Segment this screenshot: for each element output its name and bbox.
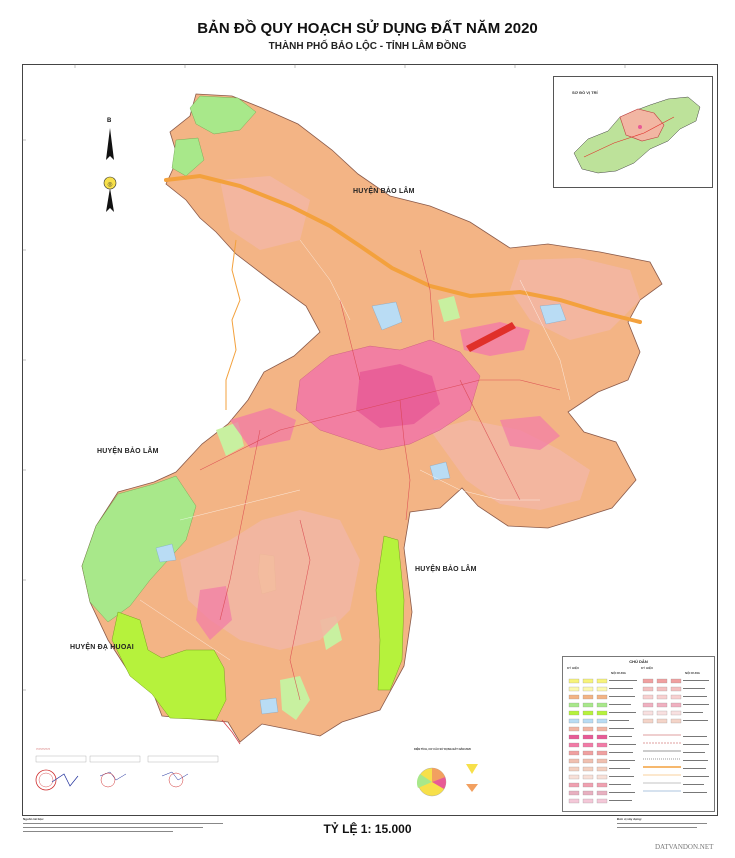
- region-label-southwest: HUYỆN ĐẠ HUOAI: [70, 644, 134, 651]
- map-scale: TỶ LỆ 1: 15.000: [323, 822, 412, 836]
- map-subtitle: THÀNH PHỐ BẢO LỘC - TỈNH LÂM ĐỒNG: [268, 41, 467, 52]
- map-title: BẢN ĐỒ QUY HOẠCH SỬ DỤNG ĐẤT NĂM 2020: [197, 20, 538, 37]
- stamp-area: ▭▭▭▭▭: [35, 747, 219, 791]
- legend-swatches: [568, 678, 709, 804]
- source-notes: Nguồn tài liệu:: [23, 817, 263, 836]
- pie-title: DIỆN TÍCH, CƠ CẤU SỬ DỤNG ĐẤT NĂM 2020: [414, 748, 471, 751]
- svg-text:▭▭▭▭▭: ▭▭▭▭▭: [36, 747, 50, 751]
- svg-text:◎: ◎: [107, 182, 112, 188]
- inset-title: SƠ ĐỒ VỊ TRÍ: [572, 90, 598, 95]
- pie-block: DIỆN TÍCH, CƠ CẤU SỬ DỤNG ĐẤT NĂM 2020: [414, 748, 564, 814]
- legend: CHÚ DẪN KÝ HIỆU NỘI DUNG KÝ HIỆU NỘI DUN…: [562, 656, 715, 812]
- builder-notes-title: Đơn vị xây dựng:: [617, 817, 642, 821]
- legend-col-noidung-left: NỘI DUNG: [611, 671, 626, 675]
- region-label-east: HUYỆN BẢO LÂM: [415, 566, 477, 573]
- builder-notes: Đơn vị xây dựng:: [617, 817, 727, 832]
- legend-col-kyhieu-right: KÝ HIỆU: [641, 666, 654, 670]
- builder-notes-lines: [617, 823, 707, 828]
- compass-north-letter: B: [107, 118, 112, 124]
- legend-title: CHÚ DẪN: [629, 659, 648, 664]
- compass: ◎: [103, 128, 117, 212]
- location-inset: SƠ ĐỒ VỊ TRÍ: [553, 76, 713, 188]
- region-label-north: HUYỆN BẢO LÂM: [353, 188, 415, 195]
- inset-map: [573, 96, 701, 174]
- pie-chart: [416, 764, 478, 797]
- source-notes-lines: [23, 823, 223, 832]
- region-label-west: HUYỆN BẢO LÂM: [97, 448, 159, 455]
- legend-col-kyhieu-left: KÝ HIỆU: [567, 666, 580, 670]
- source-notes-title: Nguồn tài liệu:: [23, 817, 44, 821]
- legend-col-noidung-right: NỘI DUNG: [685, 671, 700, 675]
- watermark: DATVANDON.NET: [655, 843, 714, 851]
